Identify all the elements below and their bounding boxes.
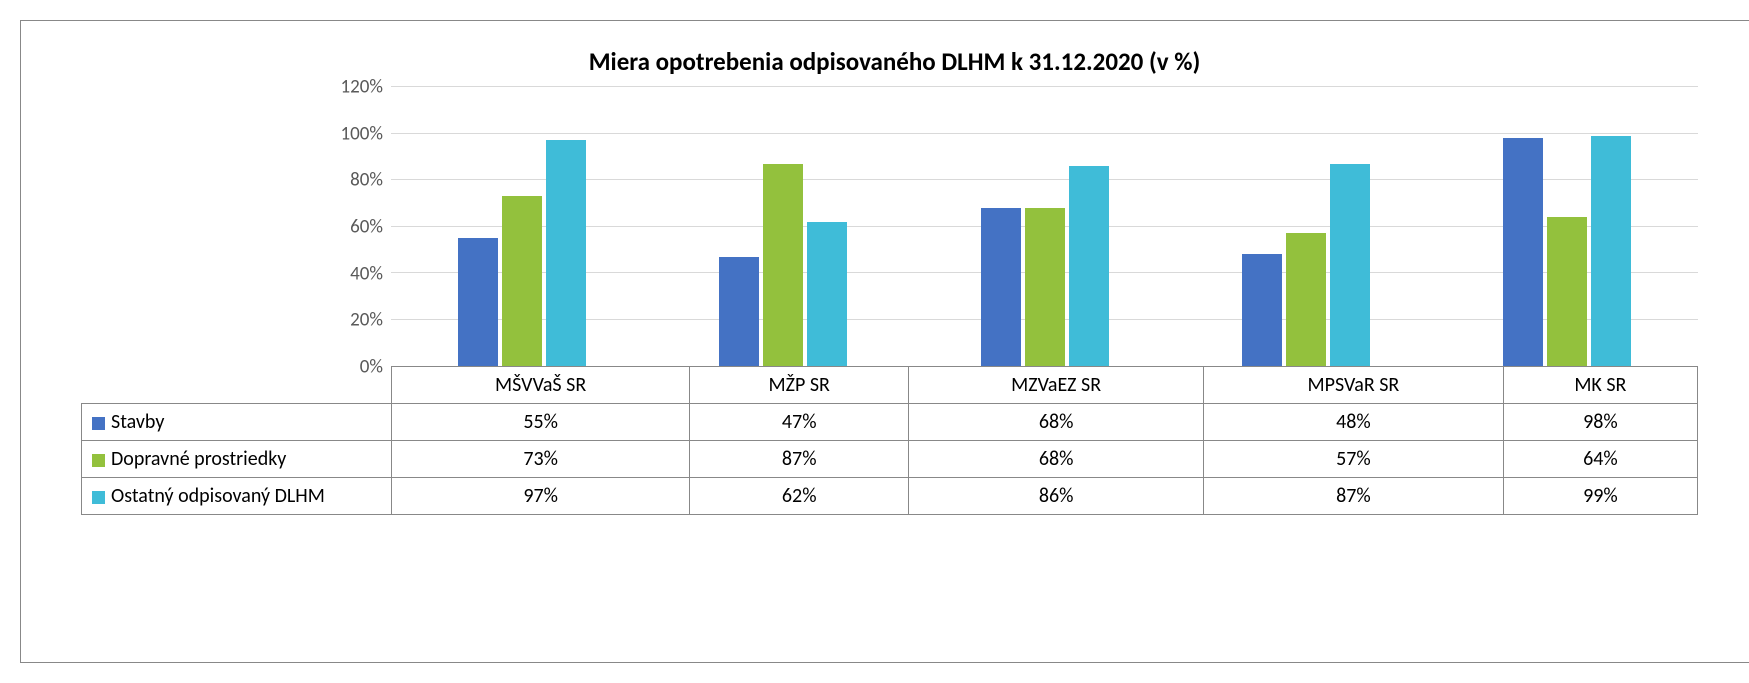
- table-value-cell: 98%: [1503, 404, 1697, 441]
- bar-group: [914, 87, 1175, 366]
- series-label-cell: Stavby: [82, 404, 392, 441]
- bar: [458, 238, 498, 366]
- table-value-cell: 87%: [1204, 478, 1504, 515]
- table-row: Stavby 55%47%68%48%98%: [82, 404, 1698, 441]
- bar: [1591, 136, 1631, 366]
- y-axis-tick: 60%: [350, 216, 383, 239]
- chart-container: Miera opotrebenia odpisovaného DLHM k 31…: [20, 20, 1749, 663]
- bar: [1242, 254, 1282, 366]
- data-table: MŠVVaŠ SRMŽP SRMZVaEZ SRMPSVaR SRMK SRSt…: [81, 366, 1698, 515]
- bar: [1547, 217, 1587, 366]
- bar: [1330, 164, 1370, 366]
- plot-area: [391, 87, 1698, 367]
- table-value-cell: 57%: [1204, 441, 1504, 478]
- bar: [1503, 138, 1543, 366]
- table-value-cell: 55%: [392, 404, 690, 441]
- bar: [1025, 208, 1065, 366]
- bar: [981, 208, 1021, 366]
- y-axis-tick: 80%: [350, 169, 383, 192]
- legend-swatch: [92, 454, 105, 467]
- table-value-cell: 73%: [392, 441, 690, 478]
- bar-groups: [391, 87, 1698, 366]
- table-category-header: MPSVaR SR: [1204, 367, 1504, 404]
- series-name: Ostatný odpisovaný DLHM: [111, 484, 325, 508]
- y-axis-tick: 120%: [341, 76, 383, 99]
- table-category-header: MŠVVaŠ SR: [392, 367, 690, 404]
- series-name: Dopravné prostriedky: [111, 447, 286, 471]
- table-value-cell: 64%: [1503, 441, 1697, 478]
- table-value-cell: 86%: [909, 478, 1204, 515]
- table-value-cell: 47%: [690, 404, 909, 441]
- y-axis-tick: 100%: [341, 122, 383, 145]
- series-label-cell: Dopravné prostriedky: [82, 441, 392, 478]
- bar: [546, 140, 586, 366]
- bar: [1286, 233, 1326, 366]
- legend-swatch: [92, 491, 105, 504]
- table-value-cell: 87%: [690, 441, 909, 478]
- bar-group: [652, 87, 913, 366]
- table-value-cell: 68%: [909, 441, 1204, 478]
- table-header-blank: [82, 367, 392, 404]
- table-value-cell: 68%: [909, 404, 1204, 441]
- table-value-cell: 48%: [1204, 404, 1504, 441]
- table-category-header: MZVaEZ SR: [909, 367, 1204, 404]
- plot-wrapper: 0%20%40%60%80%100%120%: [31, 87, 1749, 367]
- bar-group: [391, 87, 652, 366]
- bar: [719, 257, 759, 366]
- bar-group: [1175, 87, 1436, 366]
- table-row: Dopravné prostriedky 73%87%68%57%64%: [82, 441, 1698, 478]
- bar: [807, 222, 847, 366]
- bar-group: [1437, 87, 1698, 366]
- table-value-cell: 99%: [1503, 478, 1697, 515]
- series-label-cell: Ostatný odpisovaný DLHM: [82, 478, 392, 515]
- series-name: Stavby: [111, 410, 164, 434]
- table-category-header: MŽP SR: [690, 367, 909, 404]
- table-category-header: MK SR: [1503, 367, 1697, 404]
- bar: [1069, 166, 1109, 366]
- y-axis-tick: 0%: [360, 356, 383, 379]
- table-header-row: MŠVVaŠ SRMŽP SRMZVaEZ SRMPSVaR SRMK SR: [82, 367, 1698, 404]
- legend-swatch: [92, 417, 105, 430]
- bar: [502, 196, 542, 366]
- table-value-cell: 62%: [690, 478, 909, 515]
- table-value-cell: 97%: [392, 478, 690, 515]
- y-axis: 0%20%40%60%80%100%120%: [331, 87, 391, 367]
- table-row: Ostatný odpisovaný DLHM 97%62%86%87%99%: [82, 478, 1698, 515]
- y-axis-tick: 20%: [350, 309, 383, 332]
- bar: [763, 164, 803, 366]
- y-axis-tick: 40%: [350, 262, 383, 285]
- chart-title: Miera opotrebenia odpisovaného DLHM k 31…: [31, 46, 1749, 77]
